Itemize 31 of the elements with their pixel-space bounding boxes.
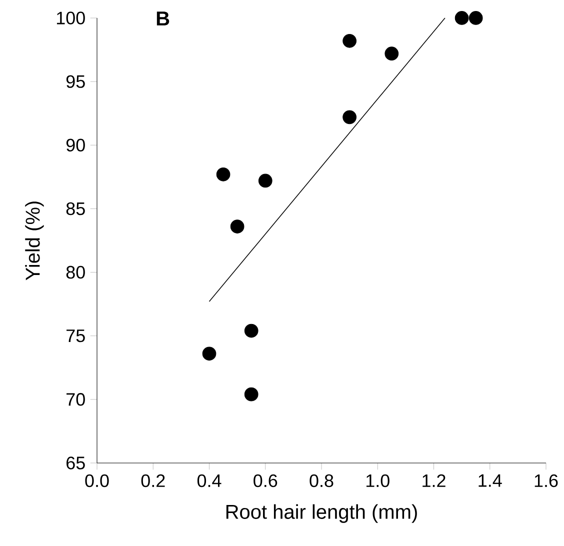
x-tick-label: 1.4 xyxy=(478,474,502,487)
point xyxy=(230,220,244,234)
x-tick-label: 0.0 xyxy=(85,474,109,488)
x-tick-label: 0.4 xyxy=(197,474,222,488)
point xyxy=(468,11,483,25)
point xyxy=(384,46,399,61)
y-tick-label: 100 xyxy=(56,12,85,24)
x-tick-label: 1.6 xyxy=(534,474,558,488)
y-tick-label: 80 xyxy=(66,266,85,279)
x-axis-title: Root hair length (mm) xyxy=(226,504,417,523)
y-axis-title: Yield (%) xyxy=(25,202,44,280)
point xyxy=(342,34,356,48)
y-tick-label: 85 xyxy=(66,202,85,216)
x-tick-label: 1.0 xyxy=(366,474,390,488)
x-tick-label: 0.2 xyxy=(141,474,165,488)
y-tick-label: 70 xyxy=(66,393,85,406)
x-tick-label: 0.6 xyxy=(254,474,278,488)
point xyxy=(244,387,258,402)
y-tick-label: 75 xyxy=(66,330,85,342)
y-tick-label: 90 xyxy=(66,138,85,152)
x-tick-label: 1.2 xyxy=(422,474,446,487)
point xyxy=(202,346,216,361)
point xyxy=(454,11,469,25)
y-tick-label: 65 xyxy=(66,456,85,470)
point xyxy=(258,174,272,188)
annotation: B xyxy=(156,12,170,26)
x-tick-label: 0.8 xyxy=(310,474,334,488)
y-tick-label: 95 xyxy=(66,75,85,88)
point xyxy=(216,167,230,182)
point xyxy=(342,110,356,124)
point xyxy=(244,324,258,338)
